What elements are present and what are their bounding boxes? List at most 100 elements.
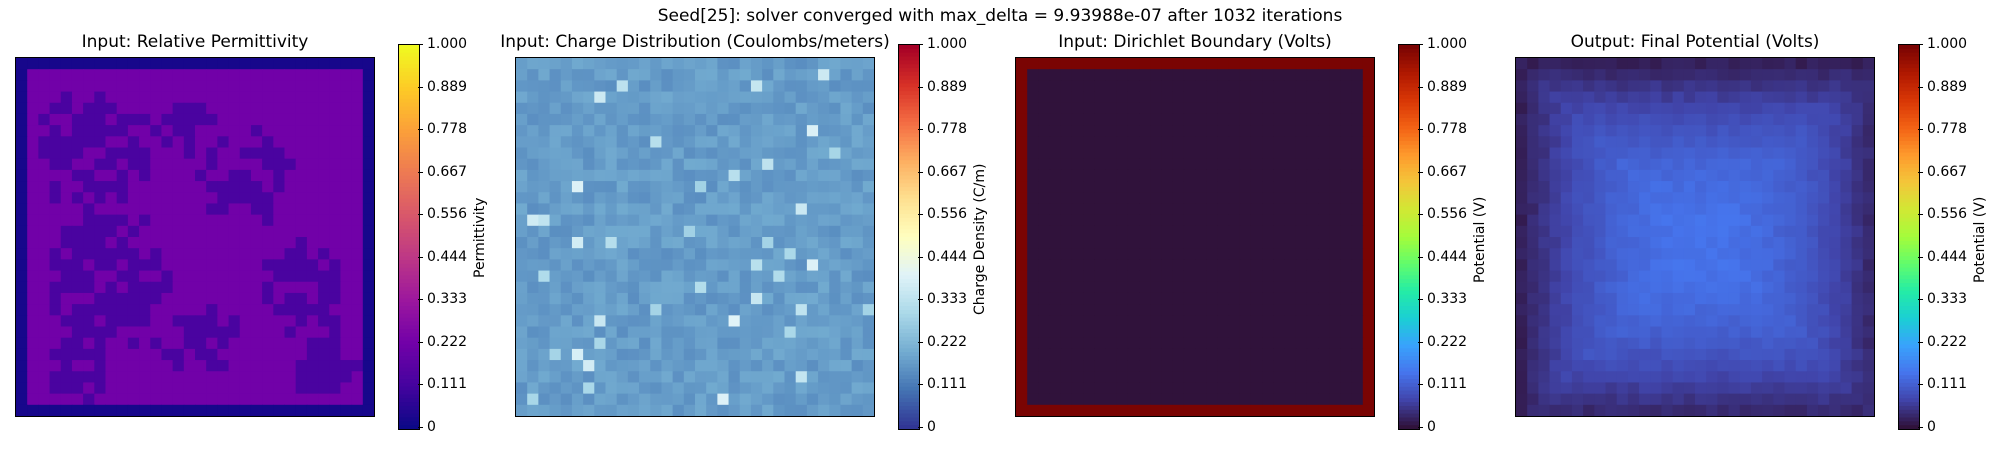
- heatmap-cell: [351, 225, 364, 238]
- heatmap-cell: [1806, 281, 1819, 294]
- heatmap-cell: [49, 304, 62, 316]
- heatmap-cell: [762, 214, 774, 227]
- heatmap-cell: [127, 69, 140, 81]
- heatmap-cell: [516, 181, 528, 193]
- heatmap-cell: [605, 181, 618, 193]
- heatmap-cell: [571, 315, 584, 327]
- heatmap-cell: [1773, 270, 1785, 283]
- heatmap-cell: [1071, 371, 1084, 383]
- heatmap-cell: [1094, 158, 1106, 171]
- heatmap-cell: [1038, 382, 1051, 395]
- heatmap-cell: [273, 248, 285, 260]
- heatmap-cell: [773, 214, 785, 227]
- heatmap-cell: [1027, 203, 1039, 216]
- heatmap-cell: [1217, 281, 1230, 294]
- heatmap-cell: [717, 181, 730, 193]
- heatmap-cell: [239, 181, 252, 193]
- heatmap-cell: [661, 192, 674, 204]
- heatmap-cell: [1605, 348, 1618, 361]
- heatmap-cell: [172, 203, 185, 216]
- heatmap-cell: [1139, 158, 1151, 171]
- heatmap-cell: [273, 158, 285, 171]
- heatmap-cell: [1717, 371, 1730, 383]
- heatmap-cell: [127, 214, 140, 227]
- heatmap-cell: [840, 404, 853, 416]
- heatmap-cell: [139, 113, 151, 126]
- heatmap-cell: [1639, 237, 1651, 249]
- heatmap-cell: [1627, 136, 1640, 148]
- heatmap-cell: [38, 158, 51, 171]
- heatmap-cell: [1661, 382, 1674, 395]
- heatmap-cell: [1329, 382, 1341, 395]
- heatmap-cell: [840, 348, 853, 361]
- heatmap-cell: [49, 315, 62, 327]
- heatmap-cell: [1795, 136, 1808, 148]
- heatmap-cell: [161, 181, 174, 193]
- heatmap-cell: [362, 348, 374, 361]
- heatmap-cell: [195, 326, 207, 339]
- heatmap-cell: [1616, 281, 1629, 294]
- heatmap-cell: [150, 58, 162, 70]
- heatmap-cell: [1784, 315, 1797, 327]
- colorbar-gradient-step: [1899, 336, 1919, 342]
- colorbar-gradient-step: [899, 110, 919, 115]
- heatmap-cell: [762, 371, 774, 383]
- heatmap-cell: [1273, 58, 1285, 70]
- heatmap-cell: [1351, 147, 1364, 160]
- heatmap-cell: [1840, 136, 1853, 148]
- colorbar-gradient-step: [1399, 405, 1419, 411]
- colorbar-gradient-step: [1399, 198, 1419, 204]
- heatmap-cell: [71, 404, 84, 416]
- heatmap-cell: [206, 326, 218, 339]
- colorbar-gradient-step: [1399, 202, 1419, 207]
- colorbar-gradient-step: [399, 213, 419, 219]
- heatmap-cell: [717, 404, 730, 416]
- heatmap-cell: [605, 169, 618, 182]
- heatmap-cell: [627, 181, 640, 193]
- heatmap-cell: [1806, 248, 1819, 260]
- heatmap-cell: [195, 348, 207, 361]
- heatmap-cell: [1038, 125, 1051, 137]
- heatmap-cell: [1583, 281, 1595, 294]
- heatmap-cell: [206, 348, 218, 361]
- heatmap-cell: [1549, 113, 1562, 126]
- heatmap-cell: [1183, 404, 1196, 416]
- heatmap-cell: [284, 102, 297, 115]
- heatmap-cell: [1750, 158, 1763, 171]
- heatmap-cell: [1672, 382, 1685, 395]
- heatmap-cell: [1829, 337, 1841, 350]
- heatmap-cell: [616, 281, 629, 294]
- heatmap-cell: [695, 237, 707, 249]
- heatmap-cell: [1060, 181, 1073, 193]
- colorbar-tick-label: 0.111: [927, 376, 968, 392]
- heatmap-cell: [806, 326, 819, 339]
- heatmap-cell: [1016, 270, 1028, 283]
- heatmap-cell: [284, 225, 297, 238]
- heatmap-cell: [516, 158, 528, 171]
- heatmap-cell: [1127, 192, 1140, 204]
- heatmap-cell: [1516, 371, 1528, 383]
- heatmap-cell: [549, 181, 562, 193]
- heatmap-cell: [605, 304, 618, 316]
- heatmap-cell: [762, 102, 774, 115]
- colorbar-gradient-step: [1899, 213, 1919, 219]
- heatmap-cell: [1639, 371, 1651, 383]
- heatmap-cell: [1627, 169, 1640, 182]
- heatmap-cell: [1683, 181, 1696, 193]
- heatmap-cell: [605, 91, 618, 104]
- heatmap-cell: [340, 292, 353, 305]
- colorbar-gradient-step: [399, 87, 419, 92]
- heatmap-cell: [1851, 259, 1864, 272]
- heatmap-cell: [206, 281, 218, 294]
- heatmap-cell: [795, 360, 808, 372]
- heatmap-cell: [1172, 315, 1185, 327]
- heatmap-cell: [806, 281, 819, 294]
- heatmap-cell: [1706, 382, 1718, 395]
- heatmap-cell: [329, 91, 341, 104]
- heatmap-cell: [228, 348, 241, 361]
- heatmap-cell: [1116, 259, 1129, 272]
- heatmap-cell: [1116, 169, 1129, 182]
- heatmap-cell: [1773, 248, 1785, 260]
- heatmap-cell: [1105, 393, 1118, 406]
- heatmap-cell: [161, 281, 174, 294]
